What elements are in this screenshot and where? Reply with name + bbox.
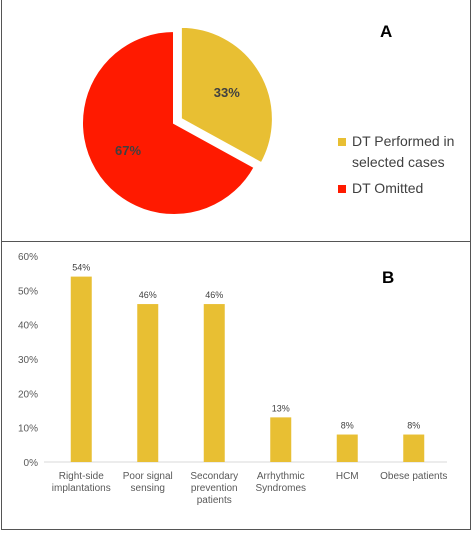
y-tick-label: 50% [18,286,38,297]
bar-data-label-1: 46% [139,290,157,300]
x-category-label-3: Syndromes [255,483,306,494]
x-category-label-0: Right-side [59,471,104,482]
pie-chart: 33% 67% DT Performed in selected cases DT Om… [81,25,454,216]
x-category-label-2: Secondary [190,471,238,482]
bar-4 [336,434,358,462]
pie-slice-1 [81,29,256,216]
legend-label-0: DT Performed in [352,133,454,149]
panel-a-letter: A [380,22,393,41]
panel-b: B 0% 10% 20% 30% 40% 50% 60% 54% Right-side impla… [1,241,471,530]
y-tick-label: 30% [18,355,38,366]
x-category-label-2: patients [197,495,232,506]
y-tick-label: 60% [18,252,38,263]
bar-0 [70,276,92,462]
bar-1 [137,304,159,462]
bar-chart: 0% 10% 20% 30% 40% 50% 60% 54% Right-sideimplant… [18,252,447,506]
legend-swatch-1 [338,185,346,193]
legend-swatch-0 [338,138,346,146]
pie-data-label-0: 33% [214,85,240,100]
bar-5 [403,434,425,462]
x-category-label-0: implantations [52,483,111,494]
bar-data-label-5: 8% [407,421,420,431]
x-category-label-1: Poor signal [123,471,173,482]
bar-data-label-2: 46% [205,290,223,300]
pie-data-label-1: 67% [115,143,141,158]
bar-data-label-3: 13% [272,403,290,413]
legend-label-1: DT Omitted [352,180,423,196]
bar-2 [203,304,225,462]
x-category-label-3: Arrhythmic [257,471,305,482]
x-category-label-2: prevention [191,483,238,494]
legend-label-0: selected cases [352,154,445,170]
x-category-label-4: HCM [336,471,359,482]
y-tick-label: 10% [18,424,38,435]
x-category-label-1: sensing [131,483,165,494]
bar-3 [270,417,292,462]
panel-b-letter: B [382,268,395,287]
y-tick-label: 40% [18,321,38,332]
y-tick-label: 0% [24,458,39,469]
x-category-label-5: Obese patients [380,471,447,482]
bar-data-label-0: 54% [72,263,90,273]
panel-a: A 33% 67% DT Performed in selected cases DT … [1,0,471,243]
pie-slice-0 [179,25,274,165]
y-tick-label: 20% [18,389,38,400]
bar-data-label-4: 8% [341,421,354,431]
